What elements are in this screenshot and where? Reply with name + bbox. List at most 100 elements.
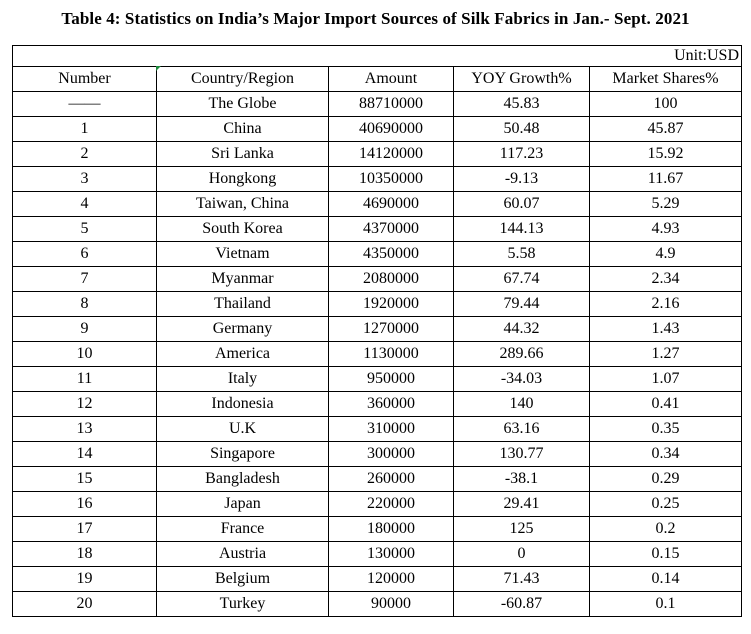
cell-amount: 260000 [328, 466, 454, 492]
cell-yoy-growth: 60.07 [453, 191, 590, 217]
cell-amount: 4370000 [328, 216, 454, 242]
header-amount: Amount [328, 66, 454, 92]
cell-number: 14 [12, 441, 157, 467]
cell-number: 4 [12, 191, 157, 217]
cell-country-region: Thailand [156, 291, 329, 317]
cell-country-region: U.K [156, 416, 329, 442]
table-row: 18 Austria 130000 0 0.15 [12, 541, 743, 567]
cell-yoy-growth: 140 [453, 391, 590, 417]
cell-amount: 950000 [328, 366, 454, 392]
cell-number: 7 [12, 266, 157, 292]
cell-amount: 130000 [328, 541, 454, 567]
table-row: 7 Myanmar 2080000 67.74 2.34 [12, 266, 743, 292]
table-row: 9 Germany 1270000 44.32 1.43 [12, 316, 743, 342]
cell-amount: 120000 [328, 566, 454, 592]
cell-amount: 10350000 [328, 166, 454, 192]
cell-number: 10 [12, 341, 157, 367]
table-title: Table 4: Statistics on India’s Major Imp… [61, 9, 690, 28]
header-row: Number Country/Region Amount YOY Growth%… [12, 66, 743, 92]
cell-market-shares: 45.87 [588, 116, 743, 142]
cell-country-region: Hongkong [156, 166, 329, 192]
table-row: —— The Globe 88710000 45.83 100 [12, 91, 743, 117]
cell-amount: 90000 [328, 591, 454, 617]
table-row: 17 France 180000 125 0.2 [12, 516, 743, 542]
cell-country-region: South Korea [156, 216, 329, 242]
cell-number: 11 [12, 366, 157, 392]
cell-number: 2 [12, 141, 157, 167]
cell-number: 12 [12, 391, 157, 417]
cell-amount: 2080000 [328, 266, 454, 292]
cell-market-shares: 0.25 [588, 491, 743, 517]
cell-country-region: Turkey [156, 591, 329, 617]
cell-country-region: Bangladesh [156, 466, 329, 492]
cell-market-shares: 1.07 [588, 366, 743, 392]
cell-market-shares: 0.35 [588, 416, 743, 442]
cell-country-region: China [156, 116, 329, 142]
cell-market-shares: 2.16 [588, 291, 743, 317]
table-row: 6 Vietnam 4350000 5.58 4.9 [12, 241, 743, 267]
cell-market-shares: 2.34 [588, 266, 743, 292]
header-market-shares: Market Shares% [588, 66, 743, 92]
table-row: 5 South Korea 4370000 144.13 4.93 [12, 216, 743, 242]
cell-market-shares: 5.29 [588, 191, 743, 217]
cell-yoy-growth: 5.58 [453, 241, 590, 267]
cell-country-region: Indonesia [156, 391, 329, 417]
table-row: 14 Singapore 300000 130.77 0.34 [12, 441, 743, 467]
table-row: 20 Turkey 90000 -60.87 0.1 [12, 591, 743, 617]
cell-amount: 40690000 [328, 116, 454, 142]
cell-market-shares: 11.67 [588, 166, 743, 192]
table-row: 8 Thailand 1920000 79.44 2.16 [12, 291, 743, 317]
cell-number: —— [12, 91, 157, 117]
header-number: Number [12, 66, 157, 92]
cell-country-region: The Globe [156, 91, 329, 117]
unit-label: Unit:USD [11, 45, 743, 67]
cell-number: 13 [12, 416, 157, 442]
cell-yoy-growth: 67.74 [453, 266, 590, 292]
cell-number: 17 [12, 516, 157, 542]
cell-amount: 300000 [328, 441, 454, 467]
cell-yoy-growth: 117.23 [453, 141, 590, 167]
cell-yoy-growth: 50.48 [453, 116, 590, 142]
cell-yoy-growth: -9.13 [453, 166, 590, 192]
table-row: 12 Indonesia 360000 140 0.41 [12, 391, 743, 417]
cell-yoy-growth: 44.32 [453, 316, 590, 342]
cell-market-shares: 15.92 [588, 141, 743, 167]
cell-number: 19 [12, 566, 157, 592]
cell-country-region: Taiwan, China [156, 191, 329, 217]
cell-yoy-growth: -60.87 [453, 591, 590, 617]
cell-yoy-growth: 130.77 [453, 441, 590, 467]
cell-comment-marker [156, 66, 161, 71]
header-yoy-growth: YOY Growth% [453, 66, 590, 92]
cell-country-region: America [156, 341, 329, 367]
cell-number: 20 [12, 591, 157, 617]
unit-row: Unit:USD [11, 45, 743, 67]
cell-amount: 180000 [328, 516, 454, 542]
table-row: 4 Taiwan, China 4690000 60.07 5.29 [12, 191, 743, 217]
cell-yoy-growth: 79.44 [453, 291, 590, 317]
cell-amount: 88710000 [328, 91, 454, 117]
cell-number: 3 [12, 166, 157, 192]
cell-yoy-growth: -34.03 [453, 366, 590, 392]
cell-number: 5 [12, 216, 157, 242]
cell-market-shares: 0.14 [588, 566, 743, 592]
cell-market-shares: 1.43 [588, 316, 743, 342]
cell-yoy-growth: 0 [453, 541, 590, 567]
cell-amount: 1130000 [328, 341, 454, 367]
cell-amount: 14120000 [328, 141, 454, 167]
cell-amount: 360000 [328, 391, 454, 417]
cell-amount: 1920000 [328, 291, 454, 317]
cell-number: 18 [12, 541, 157, 567]
cell-country-region: France [156, 516, 329, 542]
cell-amount: 4350000 [328, 241, 454, 267]
cell-market-shares: 0.1 [588, 591, 743, 617]
cell-market-shares: 0.41 [588, 391, 743, 417]
cell-country-region: Vietnam [156, 241, 329, 267]
cell-yoy-growth: 71.43 [453, 566, 590, 592]
header-country-region: Country/Region [156, 66, 329, 92]
table-row: 10 America 1130000 289.66 1.27 [12, 341, 743, 367]
cell-market-shares: 4.93 [588, 216, 743, 242]
cell-market-shares: 1.27 [588, 341, 743, 367]
cell-number: 1 [12, 116, 157, 142]
cell-amount: 1270000 [328, 316, 454, 342]
cell-yoy-growth: -38.1 [453, 466, 590, 492]
